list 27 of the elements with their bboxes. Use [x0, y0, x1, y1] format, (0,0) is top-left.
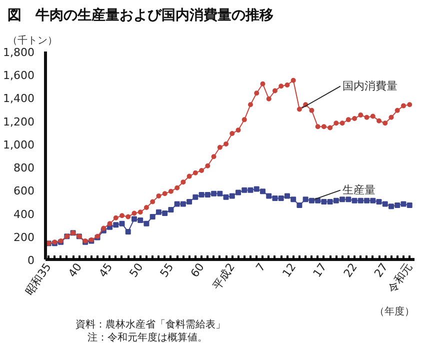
x-tick-label: 50 [127, 260, 146, 280]
x-tick-label: 7 [253, 260, 268, 274]
y-tick-label: 200 [14, 230, 35, 244]
x-tick-label: 平成2 [210, 260, 238, 292]
x-tick-label: 12 [280, 260, 299, 280]
x-tick-label: 45 [96, 260, 116, 280]
y-tick-label: 1,600 [3, 69, 35, 82]
x-tick-label: 60 [188, 260, 207, 280]
x-tick-label: 55 [158, 260, 176, 280]
y-tick-label: 400 [14, 208, 35, 221]
chart-title: 図 牛肉の生産量および国内消費量の推移 [8, 6, 274, 24]
y-axis-title: （千トン） [8, 34, 58, 46]
x-tick-label: 17 [310, 260, 330, 280]
x-tick-label: 22 [341, 260, 360, 280]
y-tick-label: 1,400 [3, 92, 35, 106]
x-axis-title: （年度） [374, 306, 414, 318]
series-label: 国内消費量 [342, 80, 398, 93]
y-tick-label: 1,800 [3, 46, 35, 59]
y-tick-label: 0 [28, 254, 34, 267]
text: 注：令和元年度は概算値。 [88, 332, 208, 343]
y-tick-label: 600 [14, 184, 35, 198]
y-tick-label: 1,200 [3, 115, 35, 128]
x-tick-label: 40 [66, 260, 84, 280]
series-label: 生産量 [342, 184, 376, 197]
text: 資料：農林水産省「食料需給表」 [76, 318, 226, 330]
y-tick-label: 800 [14, 162, 35, 175]
y-tick-label: 1,000 [3, 138, 35, 152]
